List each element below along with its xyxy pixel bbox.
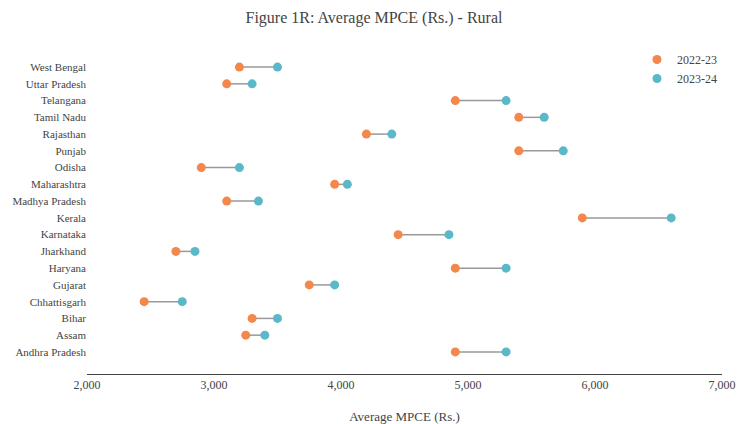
svg-text:4,000: 4,000 <box>328 378 355 392</box>
svg-text:Chhattisgarh: Chhattisgarh <box>30 296 87 308</box>
svg-text:Gujarat: Gujarat <box>53 279 86 291</box>
svg-text:Assam: Assam <box>56 329 86 341</box>
svg-text:Figure 1R: Average MPCE (Rs.): Figure 1R: Average MPCE (Rs.) - Rural <box>245 9 503 27</box>
svg-text:Karnataka: Karnataka <box>41 228 86 240</box>
svg-text:Bihar: Bihar <box>62 312 87 324</box>
svg-text:West Bengal: West Bengal <box>30 61 86 73</box>
svg-text:Jharkhand: Jharkhand <box>41 245 87 257</box>
svg-text:2023-24: 2023-24 <box>677 72 717 86</box>
svg-text:Telangana: Telangana <box>41 94 86 106</box>
svg-text:Kerala: Kerala <box>57 212 86 224</box>
svg-text:2022-23: 2022-23 <box>677 53 717 67</box>
svg-text:2,000: 2,000 <box>74 378 101 392</box>
svg-text:Madhya Pradesh: Madhya Pradesh <box>12 195 86 207</box>
svg-text:3,000: 3,000 <box>201 378 228 392</box>
svg-text:7,000: 7,000 <box>709 378 736 392</box>
svg-text:Maharashtra: Maharashtra <box>31 178 86 190</box>
svg-text:5,000: 5,000 <box>455 378 482 392</box>
svg-text:Tamil Nadu: Tamil Nadu <box>34 111 87 123</box>
svg-text:Uttar Pradesh: Uttar Pradesh <box>26 78 87 90</box>
svg-text:Andhra Pradesh: Andhra Pradesh <box>15 346 86 358</box>
svg-text:Odisha: Odisha <box>55 161 86 173</box>
svg-text:6,000: 6,000 <box>582 378 609 392</box>
svg-text:Punjab: Punjab <box>55 145 86 157</box>
svg-text:Average MPCE (Rs.): Average MPCE (Rs.) <box>349 409 460 424</box>
svg-text:Haryana: Haryana <box>49 262 86 274</box>
svg-text:Rajasthan: Rajasthan <box>43 128 87 140</box>
